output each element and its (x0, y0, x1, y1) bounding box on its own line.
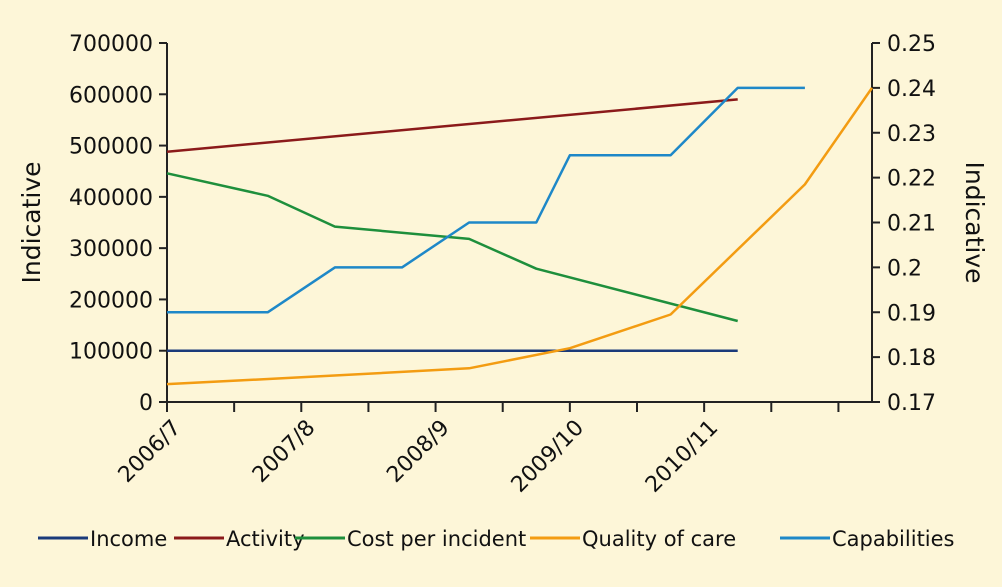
x-tick-label: 2009/10 (507, 415, 589, 497)
right-tick-label: 0.25 (887, 32, 936, 57)
x-tick-label: 2008/9 (382, 415, 454, 487)
left-tick-label: 100000 (69, 340, 153, 365)
series-line-capabilities (167, 86, 805, 314)
right-axis-title: Indicative (960, 161, 989, 283)
legend-label-cost-per-incident: Cost per incident (347, 527, 526, 551)
left-tick-label: 600000 (69, 83, 153, 108)
right-tick-label: 0.22 (887, 167, 936, 192)
right-tick-label: 0.18 (887, 346, 936, 371)
left-tick-label: 0 (139, 391, 153, 416)
legend: Income Activity Cost per incident Quality o… (38, 527, 955, 551)
right-tick-label: 0.21 (887, 212, 936, 237)
legend-label-activity: Activity (226, 527, 305, 551)
right-tick-label: 0.2 (887, 256, 922, 281)
series-lines (166, 86, 874, 386)
legend-label-income: Income (90, 527, 167, 551)
right-tick-label: 0.17 (887, 391, 936, 416)
series-line-cost-per-incident (166, 172, 739, 323)
series-line-quality-of-care (166, 87, 874, 386)
axes: 0 100000 200000 300000 400000 500000 600000 700… (17, 32, 989, 498)
left-tick-label: 300000 (69, 237, 153, 262)
right-tick-label: 0.24 (887, 77, 936, 102)
left-tick-label: 500000 (69, 135, 153, 160)
legend-label-quality-of-care: Quality of care (582, 527, 736, 551)
x-tick-label: 2007/8 (248, 415, 320, 487)
left-tick-label: 400000 (69, 186, 153, 211)
left-tick-label: 200000 (69, 288, 153, 313)
series-line-activity (166, 98, 738, 153)
right-tick-label: 0.19 (887, 301, 936, 326)
legend-label-capabilities: Capabilities (832, 527, 955, 551)
left-tick-label: 700000 (69, 32, 153, 57)
right-tick-label: 0.23 (887, 122, 936, 147)
left-axis-title: Indicative (17, 161, 46, 283)
x-tick-label: 2010/11 (641, 415, 723, 497)
x-tick-label: 2006/7 (114, 415, 186, 487)
